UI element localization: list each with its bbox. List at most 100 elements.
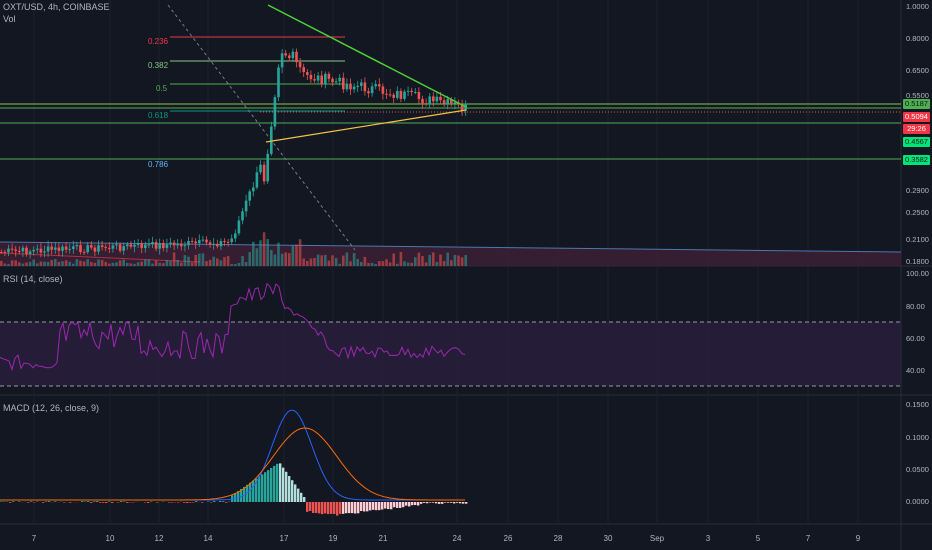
macd-histogram-bar xyxy=(48,501,51,502)
dashed-trendline xyxy=(167,4,356,251)
volume-ma-line xyxy=(0,241,902,253)
candle-body xyxy=(208,242,212,245)
time-tick: 19 xyxy=(328,534,338,543)
volume-bar xyxy=(82,261,86,266)
macd-histogram-bar xyxy=(324,502,327,514)
volume-bar xyxy=(151,263,154,266)
volume-bar xyxy=(237,262,241,266)
macd-histogram-bar xyxy=(348,502,351,514)
volume-bar xyxy=(50,260,53,266)
macd-histogram-bar xyxy=(267,470,270,502)
macd-histogram-bar xyxy=(330,502,333,514)
candle-body xyxy=(216,243,219,247)
volume-bar xyxy=(226,256,230,266)
candle-body xyxy=(298,62,302,68)
candle-body xyxy=(25,247,28,254)
candle-body xyxy=(270,126,273,154)
volume-bar xyxy=(309,258,313,266)
volume-bar xyxy=(208,259,212,266)
volume-bar xyxy=(176,259,179,266)
macd-histogram-bar xyxy=(288,476,291,502)
macd-histogram-bar xyxy=(396,502,399,508)
macd-histogram-bar xyxy=(462,502,465,504)
level-badge: 0.4567 xyxy=(903,137,930,147)
volume-bar xyxy=(417,252,421,266)
candle-body xyxy=(435,96,439,102)
candle-body xyxy=(385,93,388,95)
countdown-badge: 29:26 xyxy=(903,124,930,134)
macd-histogram-bar xyxy=(213,501,216,502)
time-tick: 26 xyxy=(503,534,513,543)
volume-bar xyxy=(169,261,172,266)
macd-histogram-bar xyxy=(150,501,153,502)
candle-body xyxy=(432,96,435,102)
macd-histogram-bar xyxy=(315,502,318,513)
time-tick: Sep xyxy=(649,534,665,543)
volume-bar xyxy=(198,253,201,266)
macd-label: MACD (12, 26, close, 9) xyxy=(3,403,100,413)
macd-histogram-bar xyxy=(168,502,171,503)
volume-bar xyxy=(399,252,403,266)
volume-bar xyxy=(234,263,237,266)
volume-bar xyxy=(352,253,356,266)
volume-bar xyxy=(223,257,226,266)
candle-body xyxy=(75,245,79,247)
volume-bar xyxy=(338,263,341,266)
macd-histogram-bar xyxy=(354,502,357,514)
macd-histogram-bar xyxy=(372,502,375,510)
rsi-label: RSI (14, close) xyxy=(3,274,63,284)
volume-bar xyxy=(424,262,428,266)
candle-body xyxy=(3,251,7,253)
time-tick: 5 xyxy=(755,534,761,543)
candle-body xyxy=(154,242,158,249)
volume-bar xyxy=(277,242,280,266)
volume-bar xyxy=(295,244,298,266)
candle-body xyxy=(453,102,457,104)
volume-bar xyxy=(259,240,262,266)
time-tick: 7 xyxy=(805,534,811,543)
volume-bar xyxy=(298,239,302,266)
macd-histogram-bar xyxy=(408,502,411,507)
volume-bar xyxy=(165,260,169,266)
candle-body xyxy=(338,77,341,82)
volume-bar xyxy=(136,262,140,266)
candle-body xyxy=(399,90,403,99)
candle-body xyxy=(10,248,14,250)
volume-bar xyxy=(396,263,399,266)
macd-histogram-bar xyxy=(252,480,255,502)
macd-histogram-bar xyxy=(276,463,279,502)
volume-bar xyxy=(446,252,449,266)
volume-bar xyxy=(306,260,309,266)
macd-histogram-bar xyxy=(264,472,267,502)
time-tick: 14 xyxy=(203,534,213,543)
macd-histogram-bar xyxy=(420,502,423,504)
candle-body xyxy=(309,74,313,80)
fib-label-0382: 0.382 xyxy=(148,61,169,70)
volume-bar xyxy=(363,256,367,266)
volume-bar xyxy=(97,259,100,266)
macd-histogram-bar xyxy=(390,502,393,510)
macd-histogram-bar xyxy=(405,502,408,506)
candle-body xyxy=(180,243,183,247)
macd-histogram-bar xyxy=(54,501,57,502)
macd-histogram-bar xyxy=(201,502,204,503)
macd-histogram-bar xyxy=(27,502,30,503)
macd-histogram-bar xyxy=(195,501,198,502)
macd-histogram-bar xyxy=(147,502,150,503)
candle-body xyxy=(129,244,133,247)
volume-bar xyxy=(288,253,291,266)
candle-body xyxy=(68,248,71,250)
volume-bar xyxy=(194,254,197,266)
volume-bar xyxy=(453,254,457,266)
candle-body xyxy=(446,99,449,104)
rsi-tick: 40.00 xyxy=(906,366,925,375)
volume-bar xyxy=(392,253,395,266)
candle-body xyxy=(14,249,17,251)
macd-histogram-bar xyxy=(105,502,108,503)
macd-tick: 0.1000 xyxy=(906,433,929,442)
macd-histogram-bar xyxy=(258,476,261,502)
volume-bar xyxy=(367,262,370,266)
volume-bar xyxy=(421,256,424,266)
candle-body xyxy=(140,243,143,249)
